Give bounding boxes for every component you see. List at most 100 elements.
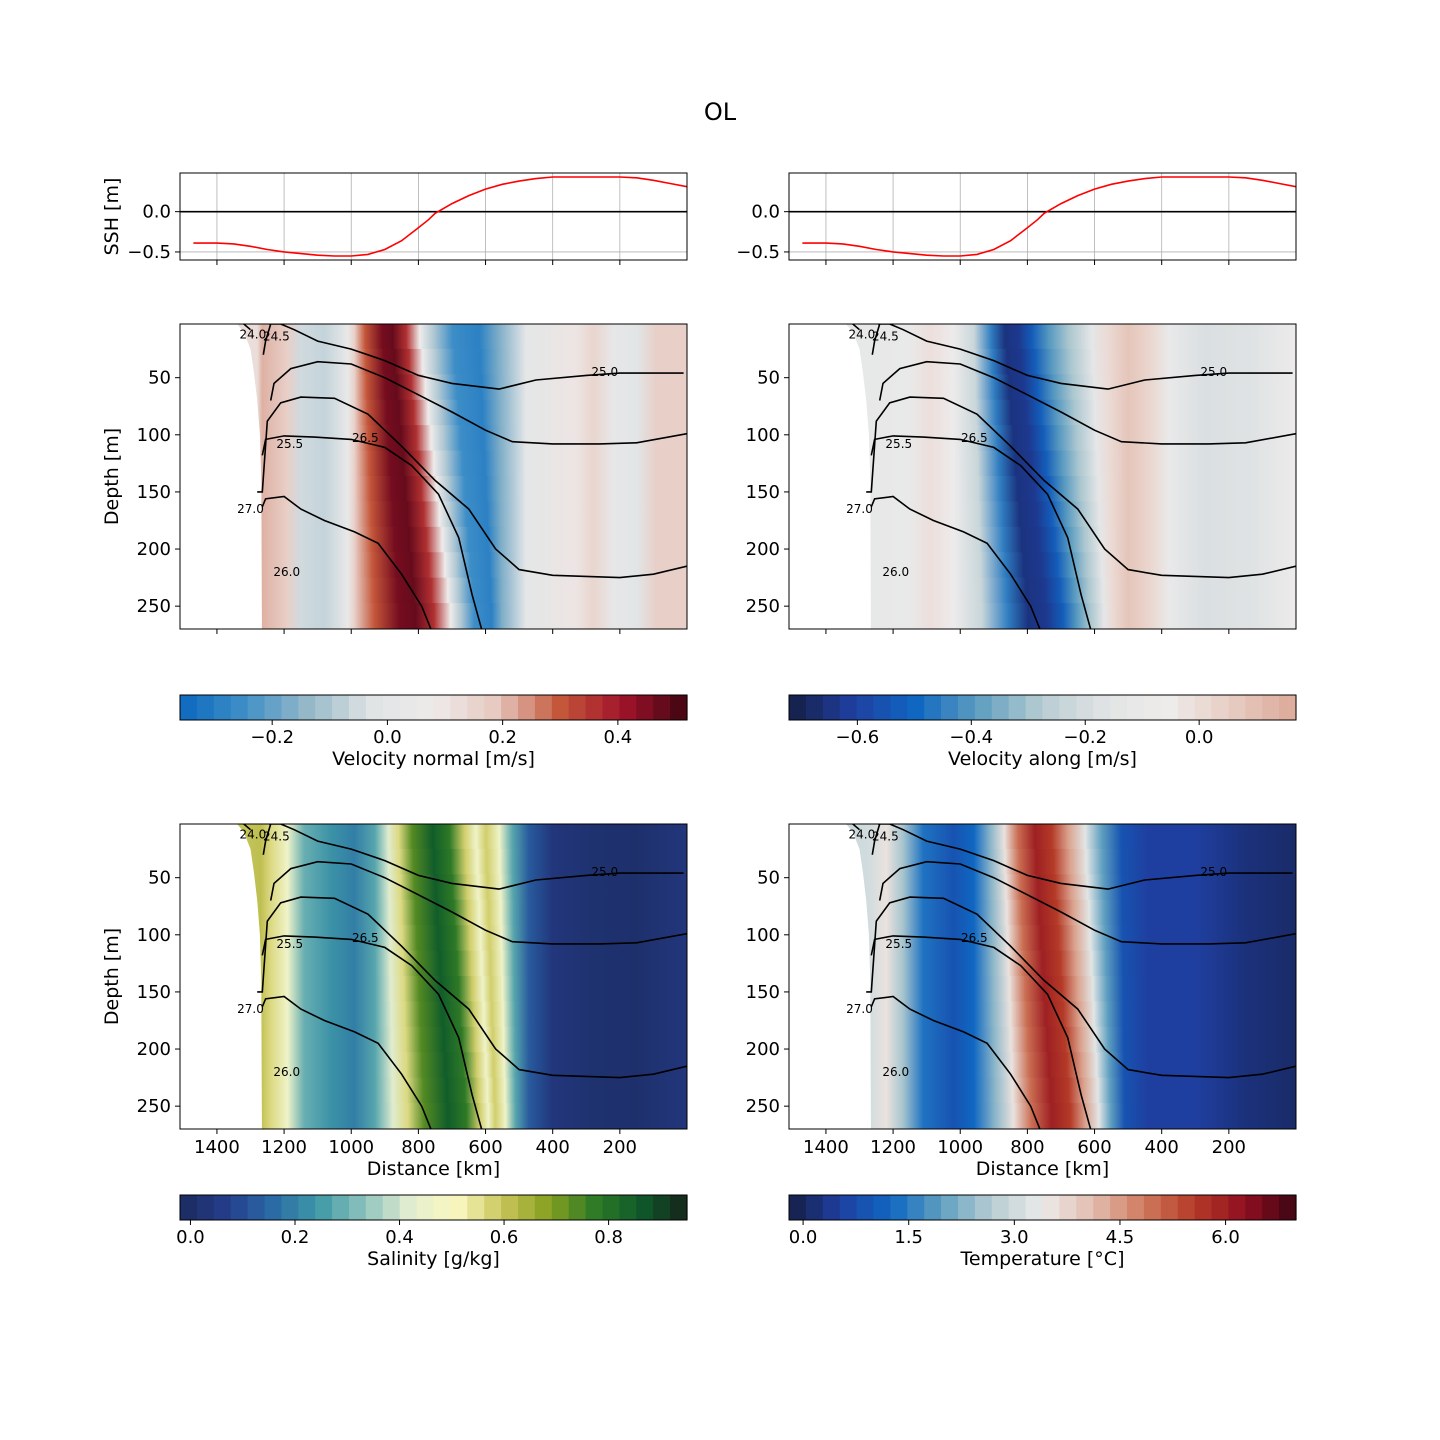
density-contour bbox=[261, 435, 483, 629]
colorbar-segment bbox=[991, 695, 1010, 720]
colorbar-segment bbox=[991, 1195, 1010, 1220]
contour-label: 25.5 bbox=[885, 437, 912, 451]
density-contour bbox=[261, 995, 432, 1129]
colorbar-segment bbox=[636, 695, 654, 720]
colorbar-segment bbox=[501, 695, 519, 720]
colorbar-segment bbox=[213, 1195, 232, 1220]
colorbar-segment bbox=[180, 1195, 198, 1220]
colorbar-segment bbox=[1025, 1195, 1044, 1220]
field-row bbox=[789, 577, 1296, 605]
colorbar-tick-label: 4.5 bbox=[1106, 1227, 1135, 1248]
colorbar-segment bbox=[1194, 695, 1213, 720]
contour-label: 27.0 bbox=[846, 502, 873, 516]
colorbar-segment bbox=[670, 695, 688, 720]
density-contour bbox=[269, 324, 684, 390]
contour-label: 25.0 bbox=[591, 865, 618, 879]
colorbar-segment bbox=[585, 1195, 604, 1220]
colorbar-segment bbox=[332, 1195, 350, 1220]
density-contour bbox=[257, 896, 687, 1079]
colorbar-segment bbox=[349, 1195, 367, 1220]
colorbar-segment bbox=[1127, 1195, 1145, 1220]
density-contour bbox=[262, 324, 272, 355]
colorbar-segment bbox=[1110, 1195, 1128, 1220]
y-tick-label: 200 bbox=[746, 539, 780, 560]
contour-label: 26.0 bbox=[882, 565, 909, 579]
field-row bbox=[180, 1026, 687, 1054]
colorbar-segment bbox=[551, 1195, 570, 1220]
colorbar-segment bbox=[365, 1195, 384, 1220]
contour-label: 26.0 bbox=[882, 1065, 909, 1079]
colorbar-tick-label: 0.0 bbox=[373, 727, 402, 748]
no-data-mask bbox=[789, 824, 871, 1129]
colorbar-frame bbox=[788, 694, 1297, 721]
colorbar-segment bbox=[890, 1195, 908, 1220]
colorbar-segment bbox=[839, 1195, 858, 1220]
colorbar-segment bbox=[856, 1195, 875, 1220]
no-data-mask bbox=[180, 324, 262, 629]
colorbar-segment bbox=[789, 695, 807, 720]
density-contour bbox=[852, 824, 861, 831]
x-axis-label: Distance [km] bbox=[976, 1158, 1109, 1180]
colorbar-segment bbox=[1160, 695, 1179, 720]
x-tick-label: 600 bbox=[468, 1137, 502, 1158]
colorbar-segment bbox=[416, 1195, 435, 1220]
colorbar-segment bbox=[1093, 1195, 1111, 1220]
x-tick-label: 1400 bbox=[803, 1137, 849, 1158]
colorbar-segment bbox=[534, 695, 553, 720]
x-tick-label: 800 bbox=[1010, 1137, 1044, 1158]
x-tick-label: 200 bbox=[1212, 1137, 1246, 1158]
colorbar-segment bbox=[433, 1195, 451, 1220]
colorbar-segment bbox=[315, 695, 333, 720]
colorbar-segment bbox=[619, 695, 637, 720]
colorbar-segment bbox=[789, 1195, 807, 1220]
contour-label: 26.5 bbox=[352, 431, 379, 445]
field-row bbox=[180, 1103, 687, 1129]
colorbar-segment bbox=[1177, 1195, 1196, 1220]
contour-label: 25.0 bbox=[1200, 365, 1227, 379]
y-tick-label: 150 bbox=[137, 982, 171, 1003]
colorbar-segment bbox=[298, 695, 316, 720]
colorbar-segment bbox=[568, 695, 587, 720]
axes-frame bbox=[179, 172, 688, 261]
colorbar-cbar_salinity: 0.0 0.2 0.4 0.6 0.8 Salinity [g/kg] bbox=[176, 1194, 688, 1270]
colorbar-segment bbox=[382, 1195, 401, 1220]
density-contour bbox=[257, 396, 687, 579]
x-tick-label: 400 bbox=[536, 1137, 570, 1158]
density-contour bbox=[878, 360, 1296, 445]
y-axis-label: Depth [m] bbox=[101, 428, 123, 525]
colorbar-tick-label: 6.0 bbox=[1211, 1227, 1240, 1248]
field-row bbox=[180, 552, 687, 579]
colorbar-cbar_temperature: 0.0 1.5 3.0 4.5 6.0 Temperature [°C] bbox=[788, 1194, 1297, 1270]
colorbar-label: Salinity [g/kg] bbox=[367, 1248, 500, 1270]
colorbar-cbar_velocity_along: −0.6 −0.4 −0.2 0.0 Velocity along [m/s] bbox=[788, 694, 1297, 770]
y-tick-label: 150 bbox=[746, 982, 780, 1003]
contour-label: 26.5 bbox=[961, 431, 988, 445]
colorbar-tick-label: 1.5 bbox=[894, 1227, 923, 1248]
colorbar-frame bbox=[788, 1194, 1297, 1221]
colorbar-segment bbox=[1143, 1195, 1162, 1220]
colorbar-tick-label: 3.0 bbox=[1000, 1227, 1029, 1248]
field-row bbox=[789, 1026, 1296, 1054]
field-row bbox=[180, 1001, 687, 1028]
y-tick-label: 250 bbox=[746, 596, 780, 617]
colorbar-segment bbox=[467, 1195, 485, 1220]
colorbar-segment bbox=[247, 1195, 266, 1220]
field-row bbox=[180, 399, 687, 427]
x-tick-label: 600 bbox=[1077, 1137, 1111, 1158]
y-tick-label: 0.0 bbox=[142, 202, 171, 223]
colorbar-segment bbox=[805, 695, 824, 720]
colorbar-segment bbox=[1245, 695, 1263, 720]
colorbar-tick-label: 0.4 bbox=[385, 1227, 414, 1248]
field-row bbox=[789, 1103, 1296, 1129]
colorbar-segment bbox=[1008, 1195, 1027, 1220]
colorbar-segment bbox=[585, 695, 604, 720]
colorbar-tick-label: −0.4 bbox=[949, 727, 993, 748]
panel-section_salinity: 25.0 25.5 26.0 26.5 27.0 24.524.0 1400 1200 1000… bbox=[101, 823, 688, 1180]
colorbar-segment bbox=[213, 695, 232, 720]
colorbar-segment bbox=[349, 695, 367, 720]
contour-label: 24.0 bbox=[240, 327, 267, 341]
colorbar-segment bbox=[416, 695, 435, 720]
density-contour bbox=[866, 896, 1296, 1079]
